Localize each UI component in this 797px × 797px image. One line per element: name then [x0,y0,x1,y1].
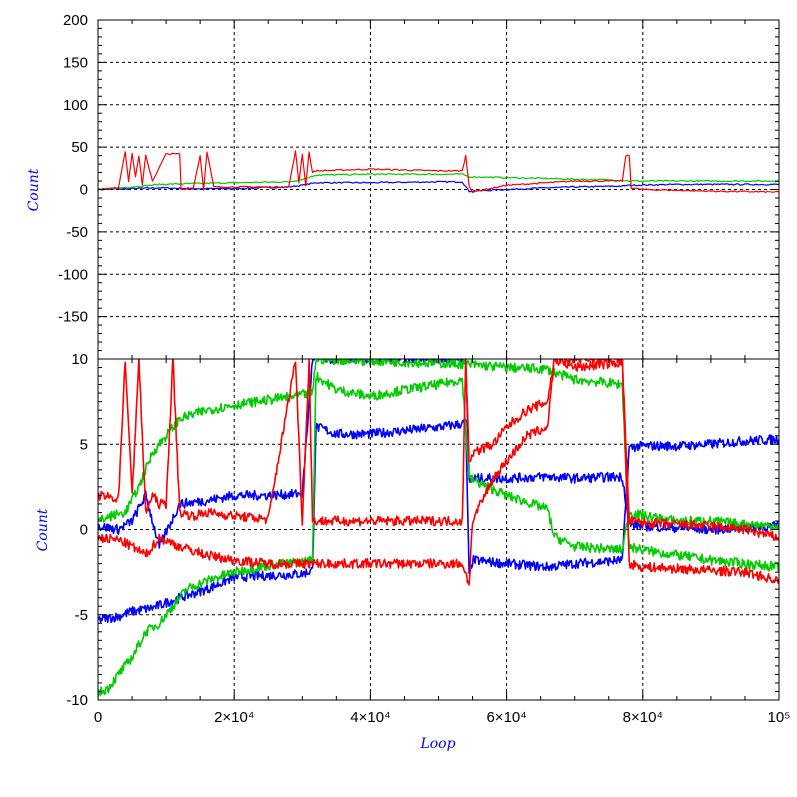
y-tick-label: -50 [66,224,88,241]
series-line [98,359,779,572]
x-tick-label: 8×10⁴ [623,709,663,726]
x-axis-title: Loop [419,736,455,752]
top-y-axis-title: Count [26,168,42,211]
series-line [98,180,779,193]
series-line [98,359,779,586]
y-tick-label: -150 [58,309,88,326]
series-line [98,359,779,542]
y-tick-label: 100 [63,97,88,114]
y-tick-label: 0 [80,522,88,539]
y-tick-label: 5 [80,436,88,453]
y-tick-label: 0 [80,182,88,199]
x-tick-label: 4×10⁴ [350,709,390,726]
bottom-y-axis-title: Count [35,508,51,551]
top-ticks: 200 150 100 50 0 -50 -100 -150 [58,12,780,360]
series-line [98,417,779,624]
y-tick-label: -5 [75,607,88,624]
series-line [98,150,779,194]
top-panel: 200 150 100 50 0 -50 -100 -150 Count [26,12,780,360]
series-line [98,371,779,698]
y-tick-label: 150 [63,54,88,71]
y-tick-label: -100 [58,266,88,283]
y-tick-label: 10 [71,351,88,368]
bottom-grid [98,359,779,700]
y-tick-label: 50 [71,139,88,156]
x-tick-label: 6×10⁴ [486,709,526,726]
x-tick-label: 10⁵ [768,709,791,726]
x-tick-label: 0 [94,709,102,726]
top-series-group [98,150,779,194]
x-tick-label: 2×10⁴ [214,709,254,726]
bottom-ticks: 10 5 0 -5 -10 0 2×10⁴ 4×10⁴ 6×10⁴ 8×10⁴ 10⁵ [66,351,790,726]
y-tick-label: 200 [63,12,88,29]
bottom-plot-frame [97,358,780,701]
series-line [98,173,779,191]
y-tick-label: -10 [66,692,88,709]
